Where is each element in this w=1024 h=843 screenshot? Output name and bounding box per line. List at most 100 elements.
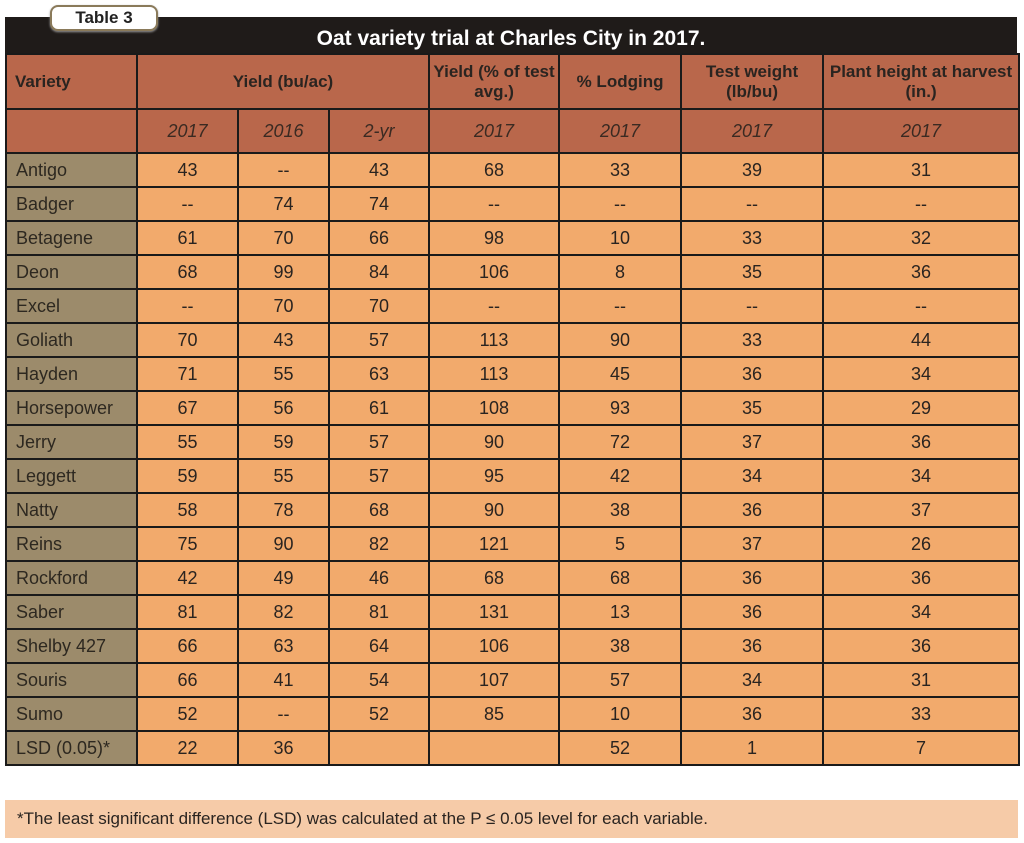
table-cell: 7 bbox=[822, 730, 1021, 766]
table-label: Table 3 bbox=[50, 5, 158, 31]
table-cell: 41 bbox=[237, 662, 330, 698]
variety-name: Hayden bbox=[5, 356, 138, 392]
variety-name: Leggett bbox=[5, 458, 138, 494]
table-cell: 85 bbox=[428, 696, 561, 732]
table-cell: 55 bbox=[237, 356, 330, 392]
table-cell: 52 bbox=[327, 696, 431, 732]
table-row: Deon 68 99 84 106 8 35 36 bbox=[5, 254, 1021, 290]
table-cell: 34 bbox=[680, 458, 825, 494]
variety-name: LSD (0.05)* bbox=[5, 730, 138, 766]
table-cell: 1 bbox=[680, 730, 825, 766]
table-cell: 32 bbox=[822, 220, 1021, 256]
subheader-year: 2017 bbox=[558, 108, 683, 154]
table-cell: 106 bbox=[428, 254, 561, 290]
table-cell: 42 bbox=[558, 458, 683, 494]
table-cell: 22 bbox=[136, 730, 239, 766]
table-cell: 44 bbox=[822, 322, 1021, 358]
variety-name: Goliath bbox=[5, 322, 138, 358]
table-cell: 37 bbox=[822, 492, 1021, 528]
table-cell: 66 bbox=[136, 628, 239, 664]
table-cell: 10 bbox=[558, 696, 683, 732]
table-cell: 45 bbox=[558, 356, 683, 392]
table-cell: 68 bbox=[428, 560, 561, 596]
table-cell: -- bbox=[680, 288, 825, 324]
table-row: Sumo 52 -- 52 85 10 36 33 bbox=[5, 696, 1021, 732]
table-cell: 5 bbox=[558, 526, 683, 562]
variety-name: Betagene bbox=[5, 220, 138, 256]
header-variety: Variety bbox=[5, 53, 138, 110]
table-cell: 36 bbox=[680, 492, 825, 528]
table-cell: 31 bbox=[822, 152, 1021, 188]
variety-name: Shelby 427 bbox=[5, 628, 138, 664]
table-cell: 33 bbox=[822, 696, 1021, 732]
table-cell: -- bbox=[136, 186, 239, 222]
table-cell: 55 bbox=[237, 458, 330, 494]
table-cell: 81 bbox=[327, 594, 431, 630]
table-cell: 66 bbox=[136, 662, 239, 698]
table-cell: 107 bbox=[428, 662, 561, 698]
table-cell: -- bbox=[822, 186, 1021, 222]
table-cell: 70 bbox=[237, 220, 330, 256]
table-cell: 26 bbox=[822, 526, 1021, 562]
header-yield: Yield (bu/ac) bbox=[135, 53, 431, 110]
variety-name: Badger bbox=[5, 186, 138, 222]
table-cell: 64 bbox=[327, 628, 431, 664]
variety-name: Antigo bbox=[5, 152, 138, 188]
table-cell: 131 bbox=[428, 594, 561, 630]
subheader-year: 2017 bbox=[822, 108, 1021, 154]
footnote: *The least significant difference (LSD) … bbox=[5, 800, 1018, 838]
table-cell: 59 bbox=[237, 424, 330, 460]
table-cell: 61 bbox=[327, 390, 431, 426]
table-cell: 35 bbox=[680, 390, 825, 426]
table-cell: 68 bbox=[136, 254, 239, 290]
table-cell: 36 bbox=[822, 560, 1021, 596]
table-row: Leggett 59 55 57 95 42 34 34 bbox=[5, 458, 1021, 494]
table-cell: 46 bbox=[327, 560, 431, 596]
table-cell: 8 bbox=[558, 254, 683, 290]
table-row: Excel -- 70 70 -- -- -- -- bbox=[5, 288, 1021, 324]
header-plant-height: Plant height at harvest (in.) bbox=[822, 53, 1021, 110]
table-cell: 57 bbox=[558, 662, 683, 698]
table-cell: 121 bbox=[428, 526, 561, 562]
table-cell: 43 bbox=[136, 152, 239, 188]
table-cell: 98 bbox=[428, 220, 561, 256]
table-cell: 57 bbox=[327, 322, 431, 358]
table-cell: 68 bbox=[428, 152, 561, 188]
table-cell: 31 bbox=[822, 662, 1021, 698]
table-cell: -- bbox=[237, 152, 330, 188]
table-cell: 34 bbox=[822, 458, 1021, 494]
table-cell: -- bbox=[558, 288, 683, 324]
table-row: Rockford 42 49 46 68 68 36 36 bbox=[5, 560, 1021, 596]
table-cell: 67 bbox=[136, 390, 239, 426]
table-cell: 90 bbox=[558, 322, 683, 358]
variety-name: Rockford bbox=[5, 560, 138, 596]
table-cell: 75 bbox=[136, 526, 239, 562]
table-cell: 33 bbox=[680, 322, 825, 358]
table-cell: 71 bbox=[136, 356, 239, 392]
table-cell: 93 bbox=[558, 390, 683, 426]
subheader-empty bbox=[5, 108, 138, 154]
table-cell: 95 bbox=[428, 458, 561, 494]
table-row: Saber 81 82 81 131 13 36 34 bbox=[5, 594, 1021, 630]
table-row: Reins 75 90 82 121 5 37 26 bbox=[5, 526, 1021, 562]
table-cell: 57 bbox=[327, 424, 431, 460]
table-cell: 74 bbox=[237, 186, 330, 222]
subheader-year: 2017 bbox=[680, 108, 825, 154]
table-cell: 38 bbox=[558, 628, 683, 664]
table-cell: 90 bbox=[428, 424, 561, 460]
table-cell: 81 bbox=[136, 594, 239, 630]
table-row: LSD (0.05)* 22 36 52 1 7 bbox=[5, 730, 1021, 766]
table-cell: 36 bbox=[237, 730, 330, 766]
subheader-year: 2-yr bbox=[327, 108, 431, 154]
table-cell: 66 bbox=[327, 220, 431, 256]
table-cell: 37 bbox=[680, 526, 825, 562]
table-cell: -- bbox=[680, 186, 825, 222]
table-cell: 43 bbox=[237, 322, 330, 358]
table-cell: 63 bbox=[327, 356, 431, 392]
table-cell: 99 bbox=[237, 254, 330, 290]
variety-name: Sumo bbox=[5, 696, 138, 732]
table-cell: 61 bbox=[136, 220, 239, 256]
table-cell: 36 bbox=[680, 696, 825, 732]
table-cell: 33 bbox=[680, 220, 825, 256]
table-cell: 63 bbox=[237, 628, 330, 664]
